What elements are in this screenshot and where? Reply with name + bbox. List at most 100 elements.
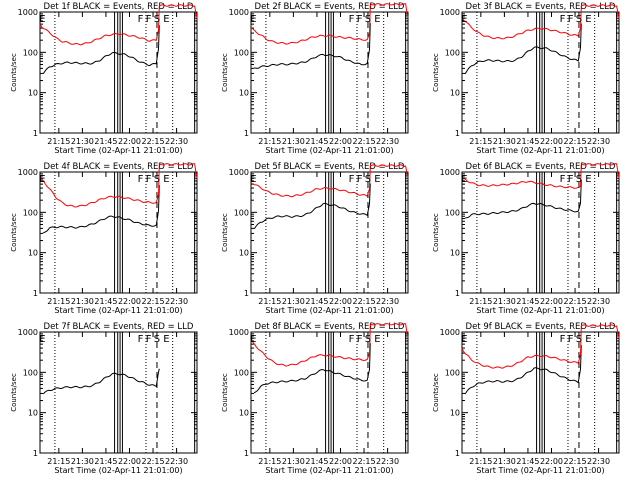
y-tick-label: 1 <box>244 289 249 298</box>
event-marker-label: F <box>357 334 363 345</box>
event-marker-label: E <box>163 14 169 25</box>
x-tick-label: 21:45 <box>516 137 539 146</box>
event-marker-label: E <box>374 174 380 185</box>
x-axis-label: Start Time (02-Apr-11 21:01:00) <box>54 146 182 155</box>
plot-frame <box>39 331 198 454</box>
event-marker-label: F <box>568 334 574 345</box>
x-tick-label: 21:15 <box>469 297 492 306</box>
x-axis-label: Start Time (02-Apr-11 21:01:00) <box>265 466 393 475</box>
x-tick-label: 21:30 <box>282 457 305 466</box>
event-marker-label: E <box>163 174 169 185</box>
events-series-line <box>254 23 371 69</box>
y-axis-label: Counts/sec <box>432 213 440 252</box>
event-marker-label: F <box>560 334 566 345</box>
event-marker-label: F <box>357 174 363 185</box>
event-marker-label: S <box>365 174 371 185</box>
lld-series-line <box>39 163 198 208</box>
plot-frame <box>250 331 409 454</box>
x-tick-label: 21:45 <box>516 297 539 306</box>
x-tick-label: 21:15 <box>258 297 281 306</box>
plot-panel-2: Det 2f BLACK = Events, RED = LLD 1 10 100 10… <box>221 2 409 155</box>
event-marker-label: S <box>576 334 582 345</box>
y-tick-label: 10 <box>239 409 249 418</box>
event-marker-label: S <box>154 334 160 345</box>
x-tick-label: 22:15 <box>353 297 376 306</box>
y-tick-label: 1 <box>33 289 38 298</box>
plot-panel-5: Det 5f BLACK = Events, RED = LLD 1 10 100 10… <box>221 162 409 315</box>
event-marker-label: E <box>585 334 591 345</box>
events-series-line <box>253 183 371 230</box>
y-tick-label: 10 <box>450 249 460 258</box>
x-tick-label: 22:00 <box>540 137 563 146</box>
events-series-line <box>253 343 371 394</box>
event-marker-label: E <box>39 334 45 345</box>
x-tick-label: 21:45 <box>516 457 539 466</box>
x-tick-label: 22:30 <box>165 297 188 306</box>
event-marker-label: E <box>461 14 467 25</box>
plot-frame <box>39 11 198 134</box>
y-tick-label: 100 <box>23 208 38 217</box>
x-axis-label: Start Time (02-Apr-11 21:01:00) <box>54 466 182 475</box>
x-tick-label: 21:30 <box>71 297 94 306</box>
event-marker-label: S <box>365 334 371 345</box>
x-axis-label: Start Time (02-Apr-11 21:01:00) <box>265 306 393 315</box>
plot-panel-1: Det 1f BLACK = Events, RED = LLD 1 10 100 10… <box>10 2 198 155</box>
x-tick-label: 22:15 <box>564 457 587 466</box>
x-tick-label: 22:00 <box>118 457 141 466</box>
events-series-line <box>42 25 160 75</box>
y-tick-label: 100 <box>23 368 38 377</box>
event-marker-label: F <box>138 14 144 25</box>
y-axis-label: Counts/sec <box>432 373 440 412</box>
y-tick-label: 1000 <box>440 168 460 177</box>
event-marker-label: S <box>576 174 582 185</box>
event-marker-label: E <box>461 174 467 185</box>
x-tick-label: 21:45 <box>94 137 117 146</box>
event-marker-label: E <box>250 334 256 345</box>
x-tick-label: 21:30 <box>71 137 94 146</box>
y-tick-label: 1000 <box>18 8 38 17</box>
lld-series-line <box>461 324 620 369</box>
y-axis-label: Counts/sec <box>10 373 18 412</box>
y-tick-label: 1 <box>33 129 38 138</box>
x-tick-label: 22:15 <box>353 137 376 146</box>
event-marker-label: E <box>374 334 380 345</box>
x-tick-label: 22:30 <box>376 137 399 146</box>
event-marker-label: F <box>138 334 144 345</box>
plot-panel-9: Det 9f BLACK = Events, RED = LLD 1 10 100 10… <box>432 322 620 475</box>
x-tick-label: 22:15 <box>142 457 165 466</box>
x-tick-label: 21:15 <box>47 137 70 146</box>
event-marker-label: S <box>154 14 160 25</box>
plot-panel-3: Det 3f BLACK = Events, RED = LLD 1 10 100 10… <box>432 2 620 155</box>
lld-series-line <box>461 163 620 189</box>
x-tick-label: 22:00 <box>540 297 563 306</box>
event-marker-label: F <box>146 14 152 25</box>
x-tick-label: 21:45 <box>94 457 117 466</box>
y-tick-label: 1000 <box>229 168 249 177</box>
x-tick-label: 22:30 <box>376 297 399 306</box>
x-tick-label: 22:00 <box>329 137 352 146</box>
lld-series-line <box>250 164 409 198</box>
event-marker-label: F <box>357 14 363 25</box>
event-marker-label: F <box>138 174 144 185</box>
x-tick-label: 21:45 <box>305 457 328 466</box>
y-tick-label: 1000 <box>440 328 460 337</box>
plot-title: Det 3f BLACK = Events, RED = LLD <box>466 2 616 12</box>
x-axis-label: Start Time (02-Apr-11 21:01:00) <box>54 306 182 315</box>
y-tick-label: 100 <box>234 48 249 57</box>
x-tick-label: 22:15 <box>142 297 165 306</box>
plot-panel-4: Det 4f BLACK = Events, RED = LLD 1 10 100 10… <box>10 162 198 315</box>
x-tick-label: 22:15 <box>564 137 587 146</box>
x-tick-label: 21:15 <box>47 457 70 466</box>
plot-panel-8: Det 8f BLACK = Events, RED = LLD 1 10 100 10… <box>221 322 409 475</box>
x-tick-label: 22:00 <box>329 457 352 466</box>
x-tick-label: 22:00 <box>118 297 141 306</box>
x-tick-label: 22:30 <box>587 457 610 466</box>
x-tick-label: 22:30 <box>376 457 399 466</box>
events-series-line <box>464 179 582 219</box>
x-axis-label: Start Time (02-Apr-11 21:01:00) <box>476 146 604 155</box>
y-tick-label: 100 <box>23 48 38 57</box>
y-tick-label: 10 <box>450 89 460 98</box>
event-marker-label: F <box>349 334 355 345</box>
plot-frame <box>461 171 620 294</box>
y-axis-label: Counts/sec <box>221 213 229 252</box>
